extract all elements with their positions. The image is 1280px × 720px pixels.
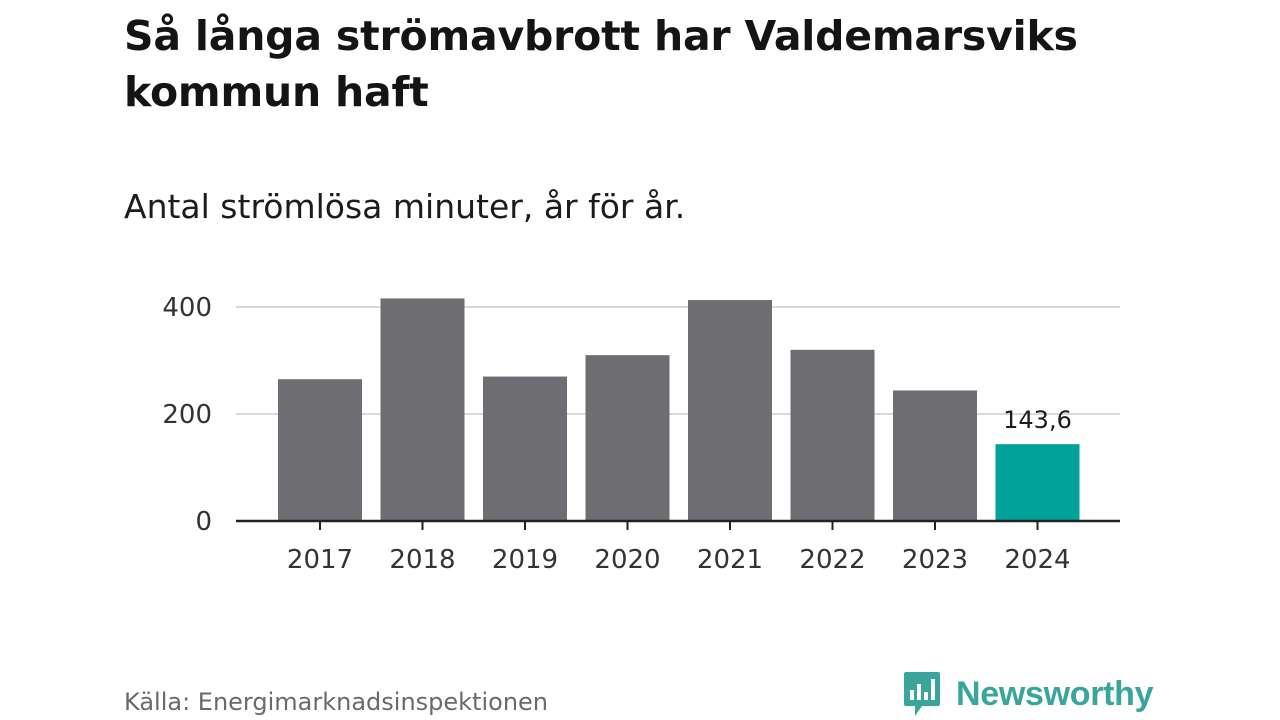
x-tick-label: 2019 — [492, 545, 558, 575]
y-tick-label: 0 — [195, 507, 212, 537]
chart-subtitle: Antal strömlösa minuter, år för år. — [124, 187, 686, 226]
x-axis — [236, 519, 1120, 530]
labels: 0 200 400 2017 2018 2019 2020 2021 2022 2023 2024 1… — [162, 293, 1072, 575]
bars — [278, 298, 1080, 521]
bar-2021 — [688, 300, 772, 521]
y-tick-label: 200 — [162, 400, 212, 430]
bar-chart: 0 200 400 2017 2018 2019 2020 2021 2022 2023 2024 1… — [162, 293, 1120, 575]
x-tick-label: 2017 — [287, 545, 353, 575]
data-label-2024: 143,6 — [1003, 406, 1072, 434]
newsworthy-logo: Newsworthy — [902, 668, 1154, 720]
x-tick-label: 2020 — [594, 545, 660, 575]
bar-2020 — [585, 355, 670, 521]
x-tick-label: 2018 — [389, 545, 455, 575]
y-tick-label: 400 — [162, 293, 212, 323]
chart-title: Så långa strömavbrott har Valdemarsviks … — [124, 12, 1078, 116]
x-tick-label: 2024 — [1004, 545, 1070, 575]
bar-2017 — [278, 379, 362, 521]
bar-2023 — [893, 390, 977, 521]
gridlines — [236, 306, 1120, 415]
newsworthy-logo-icon — [904, 672, 940, 716]
bar-2019 — [483, 376, 567, 521]
bar-2018 — [380, 298, 465, 521]
bar-2024 — [995, 444, 1080, 521]
newsworthy-wordmark: Newsworthy — [956, 675, 1154, 713]
x-tick-label: 2023 — [902, 545, 968, 575]
x-tick-label: 2022 — [799, 545, 865, 575]
source-note: Källa: Energimarknadsinspektionen — [124, 688, 549, 716]
x-tick-label: 2021 — [697, 545, 763, 575]
bar-2022 — [790, 349, 875, 521]
